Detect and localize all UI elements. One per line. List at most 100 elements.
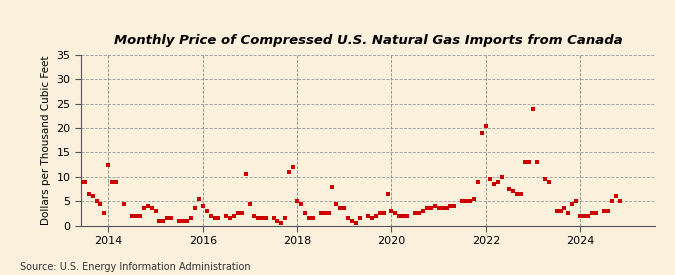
Point (134, 214, 145, 218)
Point (315, 211, 326, 216)
Point (280, 216, 291, 220)
Point (512, 192, 522, 196)
Point (244, 201, 255, 206)
Point (374, 211, 385, 216)
Point (520, 160, 531, 164)
Point (496, 175, 507, 179)
Point (304, 216, 315, 220)
Point (516, 192, 526, 196)
Point (567, 201, 578, 206)
Point (371, 214, 381, 218)
Point (130, 214, 141, 218)
Point (327, 184, 338, 189)
Point (182, 218, 192, 223)
Point (225, 216, 236, 220)
Point (80, 180, 90, 184)
Point (111, 180, 122, 184)
Point (602, 209, 613, 213)
Point (481, 123, 491, 128)
Point (252, 216, 263, 220)
Point (173, 218, 184, 223)
Point (158, 218, 169, 223)
Point (292, 199, 302, 203)
Point (492, 180, 503, 184)
Point (477, 131, 487, 135)
Title: Monthly Price of Compressed U.S. Natural Gas Imports from Canada: Monthly Price of Compressed U.S. Natural… (113, 34, 622, 47)
Point (429, 204, 440, 208)
Point (531, 160, 542, 164)
Point (240, 172, 251, 177)
Point (591, 211, 601, 216)
Point (485, 177, 495, 182)
Point (162, 216, 173, 220)
Point (362, 214, 373, 218)
Point (449, 204, 460, 208)
Point (146, 206, 157, 211)
Point (433, 206, 444, 211)
Point (237, 211, 248, 216)
Point (339, 206, 350, 211)
Point (390, 211, 401, 216)
Point (209, 216, 220, 220)
Point (300, 211, 310, 216)
Point (445, 204, 456, 208)
Point (614, 199, 625, 203)
Point (178, 218, 188, 223)
Point (107, 180, 117, 184)
Point (437, 206, 448, 211)
Point (256, 216, 267, 220)
Point (59, 58, 70, 62)
Point (221, 214, 232, 218)
Point (347, 218, 358, 223)
Point (142, 204, 153, 208)
Point (87, 194, 98, 199)
Point (83, 192, 94, 196)
Point (606, 199, 617, 203)
Point (63, 106, 74, 111)
Point (331, 201, 342, 206)
Point (599, 209, 610, 213)
Point (68, 141, 78, 145)
Point (425, 206, 436, 211)
Point (276, 221, 287, 225)
Point (583, 214, 593, 218)
Point (268, 216, 279, 220)
Point (578, 214, 589, 218)
Point (382, 192, 393, 196)
Point (367, 216, 377, 220)
Point (296, 201, 306, 206)
Point (402, 214, 412, 218)
Point (288, 165, 298, 169)
Point (398, 214, 408, 218)
Point (418, 209, 429, 213)
Point (343, 216, 354, 220)
Point (504, 187, 515, 191)
Point (99, 211, 110, 216)
Point (441, 206, 452, 211)
Point (166, 216, 177, 220)
Point (190, 206, 200, 211)
Point (539, 177, 550, 182)
Point (528, 106, 539, 111)
Point (354, 216, 365, 220)
Point (378, 211, 389, 216)
Point (126, 214, 137, 218)
Point (464, 199, 475, 203)
Point (201, 209, 212, 213)
Point (307, 216, 318, 220)
Point (229, 214, 240, 218)
Point (410, 211, 421, 216)
Point (103, 163, 114, 167)
Point (76, 180, 86, 184)
Point (119, 201, 130, 206)
Point (386, 209, 397, 213)
Point (414, 211, 425, 216)
Point (272, 218, 283, 223)
Point (575, 214, 586, 218)
Point (559, 206, 570, 211)
Point (394, 214, 405, 218)
Point (610, 194, 621, 199)
Point (563, 211, 574, 216)
Point (524, 160, 535, 164)
Point (472, 180, 483, 184)
